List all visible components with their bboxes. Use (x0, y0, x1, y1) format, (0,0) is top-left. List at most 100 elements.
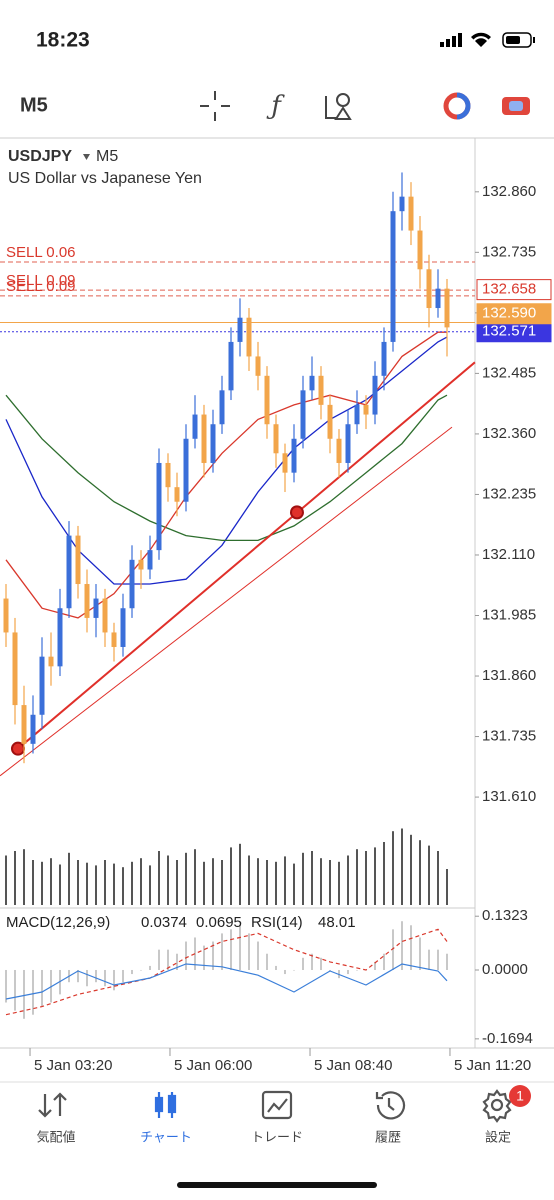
nav-history[interactable]: 履歴 (375, 1129, 401, 1144)
y-tick-label: 132.235 (482, 485, 536, 502)
bid-label: 132.571 (482, 323, 536, 340)
indicators-button[interactable]: ƒ (266, 91, 285, 121)
macd-bar (32, 969, 34, 1015)
candle-body (165, 462, 171, 488)
settings-badge-count: 1 (516, 1088, 524, 1104)
macd-bar (392, 929, 394, 970)
macd-tick-label: -0.1694 (482, 1030, 533, 1047)
candle-body (354, 404, 360, 425)
nav-chart[interactable]: チャート (140, 1129, 192, 1144)
moving-average (5, 331, 447, 619)
candle-body (57, 608, 63, 667)
volume-bar (185, 852, 187, 905)
candle-body (93, 598, 99, 618)
timeframe-button[interactable]: M5 (20, 94, 48, 116)
macd-bar (77, 969, 79, 983)
y-tick-label: 132.735 (482, 243, 536, 260)
candle-body (408, 196, 414, 231)
nav-trade[interactable]: トレード (251, 1129, 303, 1144)
volume-bar (212, 858, 214, 905)
candle-body (201, 414, 207, 463)
volume-bar (230, 847, 232, 905)
x-tick-label: 5 Jan 03:20 (34, 1057, 112, 1074)
volume-bar (446, 869, 448, 905)
plot: 132.860132.735132.610132.485132.360132.2… (0, 172, 552, 1074)
one-click-button[interactable] (502, 97, 530, 115)
candle-body (30, 714, 36, 744)
candle-body (66, 535, 72, 609)
macd-bar (212, 941, 214, 970)
candle-body (435, 288, 441, 309)
candle-body (318, 375, 324, 405)
macd-bar (41, 969, 43, 1007)
macd-bar (176, 953, 178, 970)
candle-body (192, 414, 198, 439)
candle-body (372, 375, 378, 415)
volume-bar (356, 849, 358, 905)
candle-body (237, 317, 243, 342)
volume-bar (194, 849, 196, 905)
volume-bar (41, 861, 43, 905)
candle-body (363, 404, 369, 415)
volume-bar (50, 858, 52, 905)
macd-bar (302, 957, 304, 970)
status-time: 18:23 (36, 29, 90, 52)
rsi-line (5, 963, 448, 1000)
candle-body (309, 375, 315, 391)
macd-tick-label: 0.1323 (482, 907, 528, 924)
chart-frame (0, 137, 554, 1049)
nav-quotes[interactable]: 気配値 (36, 1129, 75, 1144)
candle-body (219, 390, 225, 425)
macd-bar (374, 961, 376, 970)
macd-bar (428, 949, 430, 970)
candle-body (111, 632, 117, 647)
y-tick-label: 132.485 (482, 364, 536, 381)
volume-bar (401, 828, 403, 905)
order_price-label: 132.658 (482, 281, 536, 298)
candle-body (381, 341, 387, 376)
macd-bar (122, 969, 124, 983)
objects-button[interactable] (325, 93, 352, 120)
home-indicator (177, 1182, 377, 1188)
candle-body (444, 288, 450, 328)
order_price-box (476, 279, 552, 301)
macd-bar (221, 933, 223, 970)
volume-bar (68, 852, 70, 905)
volume-bar (392, 831, 394, 905)
volume-bar (293, 863, 295, 905)
volume-bar (338, 861, 340, 905)
chart-color-button[interactable] (443, 92, 471, 120)
candle-body (39, 656, 45, 715)
y-tick-label: 132.110 (482, 546, 535, 563)
trendline (0, 426, 453, 777)
macd-bar (104, 969, 106, 987)
candle-body (417, 230, 423, 270)
candle-body (210, 424, 216, 463)
volume-bar (149, 865, 151, 905)
macd-bar (5, 969, 7, 1003)
macd-bar (248, 933, 250, 970)
moving-average (5, 336, 448, 585)
macd-bar (446, 953, 448, 970)
macd-bar (419, 937, 421, 970)
nav-settings[interactable]: 設定 (485, 1129, 511, 1144)
macd-bar (329, 969, 331, 971)
symbol-dropdown[interactable] (83, 154, 90, 160)
candle-body (174, 487, 180, 502)
ask-label: 132.590 (482, 305, 536, 322)
crosshair-button[interactable] (200, 91, 230, 121)
macd-bar (437, 949, 439, 970)
y-tick-label: 131.985 (482, 606, 536, 623)
candle-body (12, 632, 18, 706)
x-tick-label: 5 Jan 11:20 (454, 1057, 531, 1074)
volume-bar (203, 861, 205, 905)
macd-bar (410, 925, 412, 970)
macd-bar (149, 965, 151, 970)
macd-signal: 0.0695 (196, 914, 242, 931)
symbol[interactable]: USDJPY (8, 148, 72, 165)
candle-body (327, 404, 333, 439)
symbol-timeframe: M5 (96, 148, 118, 165)
volume-bar (14, 851, 16, 905)
x-tick-label: 5 Jan 08:40 (314, 1057, 392, 1074)
macd-bar (86, 969, 88, 987)
